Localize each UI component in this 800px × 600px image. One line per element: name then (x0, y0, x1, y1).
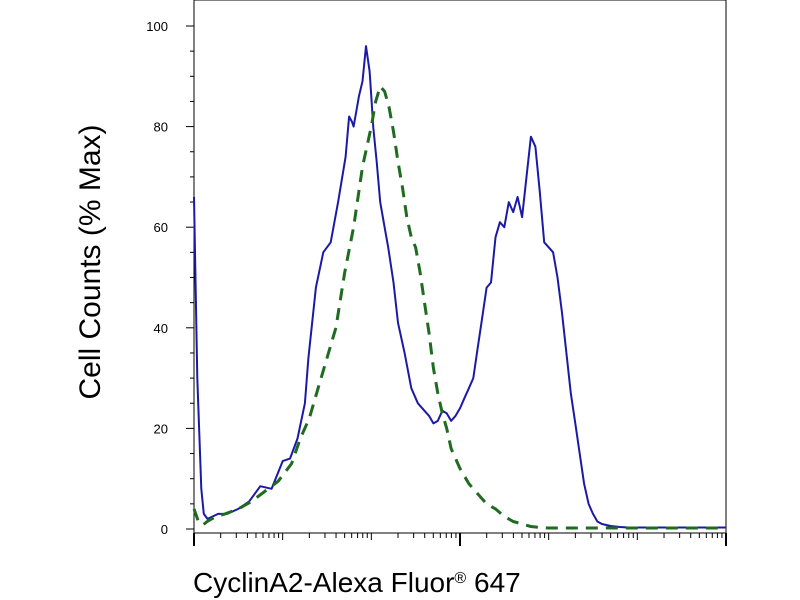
registered-mark: ® (454, 570, 466, 587)
x-axis-label-suffix: 647 (466, 567, 521, 598)
y-tick-label: 60 (154, 220, 168, 235)
series-line-solid (193, 45, 726, 529)
y-axis-ticks: 0 20 40 60 80 100 (146, 19, 194, 537)
x-axis-label-text: CyclinA2-Alexa Fluor (193, 567, 454, 598)
y-axis-label: Cell Counts (% Max) (74, 124, 107, 399)
x-axis-ticks (193, 533, 727, 546)
series-line-dashed (192, 84, 726, 530)
y-tick-label: 0 (161, 522, 168, 537)
plot-frame (193, 0, 727, 534)
x-axis-label: CyclinA2-Alexa Fluor® 647 (193, 567, 521, 598)
series-lines (192, 45, 726, 530)
y-tick-label: 80 (154, 120, 168, 135)
y-tick-label: 40 (154, 321, 168, 336)
y-tick-label: 100 (146, 19, 168, 34)
y-tick-label: 20 (154, 421, 168, 436)
